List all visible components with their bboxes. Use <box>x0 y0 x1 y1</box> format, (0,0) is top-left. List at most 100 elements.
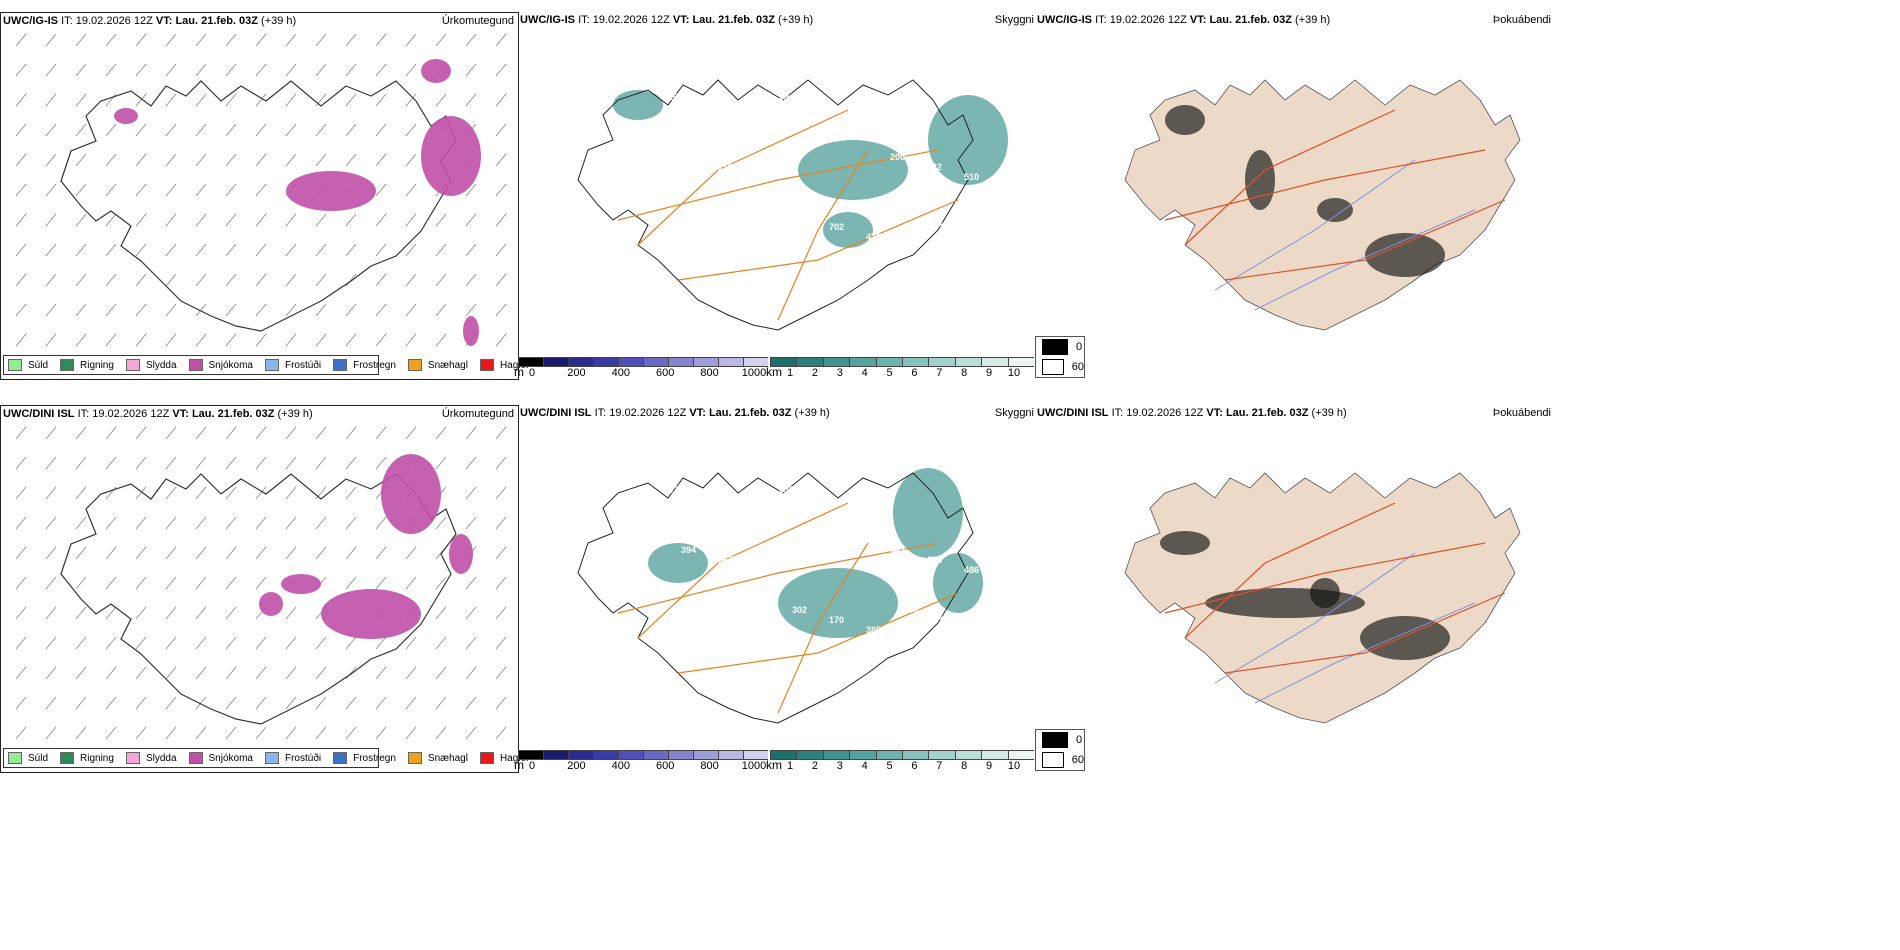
fog-key-row: 0 <box>1036 730 1084 750</box>
wind-barb <box>195 696 207 710</box>
wind-barb <box>255 93 267 107</box>
cloud-base-label: 478 <box>866 232 881 242</box>
wind-barb <box>225 333 237 347</box>
wind-barb <box>255 303 267 317</box>
colorbar-segment <box>693 750 718 760</box>
fog-key-swatch <box>1042 359 1064 375</box>
wind-barb <box>315 273 327 287</box>
wind-barb <box>165 33 177 47</box>
legend-item: Snæhagl <box>407 752 468 764</box>
model-name: UWC/IG-IS <box>1037 14 1092 26</box>
cloud-panel-top: UWC/IG-IS IT: 19.02.2026 12Z VT: Lau. 21… <box>518 12 1038 378</box>
wind-barb <box>495 153 507 167</box>
wind-barb <box>315 333 327 347</box>
colorbar-tick-label: 9 <box>986 367 993 379</box>
wind-barb <box>15 606 27 620</box>
wind-barb <box>45 273 57 287</box>
wind-barb <box>135 93 147 107</box>
wind-barb <box>105 726 117 740</box>
wind-barb <box>495 726 507 740</box>
wind-barb <box>345 576 357 590</box>
ceiling-colorbar-bottom: 0 200 400 600 800 1000 m <box>514 750 768 774</box>
legend-swatch <box>125 752 140 764</box>
wind-barb <box>15 303 27 317</box>
wind-barb <box>255 183 267 197</box>
river-network <box>1214 159 1476 311</box>
legend-label: Snæhagl <box>427 359 468 371</box>
legend-item: Snjókoma <box>188 359 253 371</box>
visibility-area <box>928 95 1008 185</box>
wind-barb <box>45 153 57 167</box>
wind-barb <box>165 273 177 287</box>
cloud-base-label: 252 <box>792 212 807 222</box>
wind-barb <box>15 93 27 107</box>
wind-barb <box>45 93 57 107</box>
snow-areas <box>259 454 473 639</box>
legend-item: Slydda <box>125 752 177 764</box>
colorbar-ticks: 0 200 400 600 800 1000 <box>518 367 768 381</box>
cloud-base-label: 109 <box>903 605 918 615</box>
precip-type-legend: Súld Rigning Slydda Snjókoma Frostúði Frostre… <box>3 748 528 768</box>
road <box>1164 542 1486 614</box>
legend-label: Rigning <box>80 359 114 371</box>
cloud-base-label: 30 <box>903 212 913 222</box>
wind-barb <box>135 696 147 710</box>
colorbar-tick-label: 800 <box>700 367 719 379</box>
wind-barb <box>405 333 417 347</box>
lead-time: (+39 h) <box>1295 14 1331 26</box>
wind-barb <box>315 726 327 740</box>
wind-barb <box>165 243 177 257</box>
cloud-panel-bottom: UWC/DINI ISL IT: 19.02.2026 12Z VT: Lau.… <box>518 405 1038 771</box>
wind-barb <box>15 666 27 680</box>
snow-area <box>114 108 138 124</box>
wind-barb <box>45 333 57 347</box>
colorbar-tick-label: 10 <box>1007 367 1021 379</box>
wind-barb <box>255 726 267 740</box>
wind-barb <box>45 63 57 77</box>
wind-barb <box>435 456 447 470</box>
wind-barb <box>135 576 147 590</box>
wind-barb <box>435 726 447 740</box>
wind-barb <box>375 696 387 710</box>
wind-barb <box>135 606 147 620</box>
wind-barb <box>405 153 417 167</box>
wind-barb <box>495 606 507 620</box>
wind-barb <box>255 456 267 470</box>
wind-barb <box>465 516 477 530</box>
wind-barb <box>165 636 177 650</box>
wind-barb <box>105 636 117 650</box>
colorbar-tick-label: 200 <box>567 367 586 379</box>
wind-barb <box>285 636 297 650</box>
wind-barb <box>45 456 57 470</box>
wind-barb <box>75 486 87 500</box>
wind-barb <box>405 243 417 257</box>
wind-barb <box>375 333 387 347</box>
wind-barb <box>255 213 267 227</box>
wind-barb <box>105 666 117 680</box>
wind-barb <box>285 303 297 317</box>
legend-swatch <box>407 359 422 371</box>
legend-label: Súld <box>28 752 49 764</box>
colorbar-tick-label: 7 <box>936 760 943 772</box>
wind-barb <box>225 33 237 47</box>
wind-barb <box>15 183 27 197</box>
wind-barb <box>225 726 237 740</box>
fog-key-row: 0 <box>1036 337 1084 357</box>
wind-barb <box>285 123 297 137</box>
wind-barb <box>135 273 147 287</box>
colorbar-unit: km <box>766 365 782 379</box>
wind-barb <box>495 576 507 590</box>
cloud-base-label: 269 <box>705 495 720 505</box>
cloud-base-label: 367 <box>718 555 733 565</box>
wind-barbs <box>15 426 507 740</box>
wind-barb <box>345 516 357 530</box>
valid-time: Lau. 21.feb. 03Z <box>708 407 792 419</box>
colorbar-unit: km <box>766 758 782 772</box>
wind-barb <box>75 696 87 710</box>
wind-barb <box>255 153 267 167</box>
wind-barb <box>165 183 177 197</box>
colorbar-segment <box>1007 750 1034 760</box>
wind-barb <box>15 153 27 167</box>
wind-barb <box>465 93 477 107</box>
valid-time: Lau. 21.feb. 03Z <box>175 15 258 27</box>
